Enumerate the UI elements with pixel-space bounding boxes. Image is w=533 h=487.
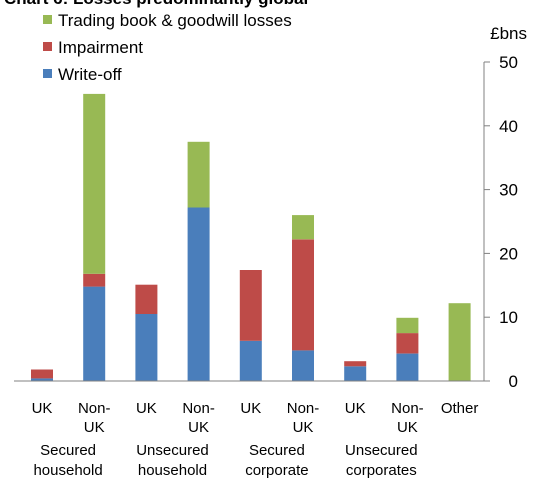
category-label: Other (441, 400, 479, 417)
category-label: UK (345, 400, 366, 417)
group-label: Secured household (33, 442, 102, 479)
chart-title: Chart 6: Losses predominantly global (4, 0, 308, 8)
bar-segment (396, 333, 419, 354)
category-label: Non-UK (391, 400, 424, 436)
bar-segment (344, 366, 367, 381)
group-label: Unsecured household (136, 442, 209, 479)
category-label: Non-UK (287, 400, 320, 436)
legend: Trading book & goodwill losses Impairment… (43, 11, 292, 84)
bar-segment (239, 340, 262, 381)
bar-segment (31, 369, 53, 379)
category-label: Non-UK (78, 400, 111, 436)
bar-segment (448, 303, 471, 381)
y-tick-label: 40 (499, 117, 518, 136)
category-labels: UK Non-UK UK Non-UK UK Non-UK UK Non-UK Other (32, 400, 479, 436)
bar-segment (239, 270, 262, 341)
bar-segment (83, 273, 106, 287)
legend-swatch (43, 69, 52, 78)
y-tick-label: 30 (499, 181, 518, 200)
group-label: Unsecured corporates (345, 442, 418, 479)
category-label: Non-UK (182, 400, 215, 436)
bar-segment (292, 350, 314, 381)
category-label: UK (136, 400, 157, 417)
bar-segment (292, 239, 314, 351)
y-tick-label: 10 (499, 308, 518, 327)
y-tick-label: 0 (509, 372, 518, 391)
y-tick-label: 50 (499, 53, 518, 72)
legend-label: Trading book & goodwill losses (58, 11, 292, 30)
bar-segment (292, 215, 314, 240)
bar-segment (83, 93, 106, 274)
bars (31, 93, 471, 381)
bar-segment (31, 378, 53, 381)
y-tick-label: 20 (499, 244, 518, 263)
category-label: UK (32, 400, 53, 417)
bar-segment (135, 284, 158, 314)
bar-segment (344, 361, 367, 367)
unit-label: £bns (490, 24, 527, 43)
bar-segment (396, 353, 419, 381)
bar-segment (187, 141, 210, 208)
axes: 0 10 20 30 40 50 (14, 53, 518, 391)
legend-label: Impairment (58, 38, 143, 57)
bar-segment (83, 286, 106, 381)
bar-segment (396, 317, 419, 334)
legend-label: Write-off (58, 65, 122, 84)
group-labels: Secured household Unsecured household Secure… (33, 442, 417, 479)
category-label: UK (240, 400, 261, 417)
group-label: Secured corporate (245, 442, 308, 479)
bar-segment (135, 314, 158, 381)
bar-segment (187, 207, 210, 381)
legend-swatch (43, 15, 52, 24)
legend-swatch (43, 42, 52, 51)
